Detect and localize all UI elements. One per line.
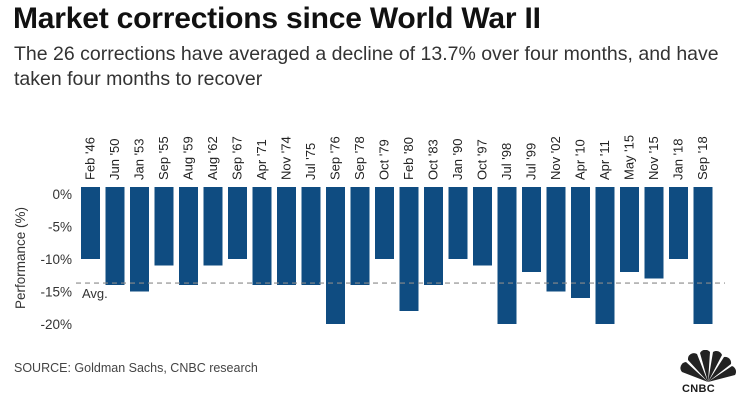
category-label: Jul '75 — [303, 143, 318, 180]
chart-subtitle: The 26 corrections have averaged a decli… — [14, 43, 719, 90]
category-label: Aug '62 — [205, 136, 220, 180]
category-label: Oct '97 — [475, 139, 490, 180]
bar — [130, 187, 149, 292]
y-tick-label: -15% — [40, 285, 72, 300]
bar — [571, 187, 590, 298]
bar — [326, 187, 345, 324]
category-label: Jul '98 — [499, 143, 514, 180]
category-label: Nov '15 — [646, 136, 661, 180]
bar — [424, 187, 443, 285]
category-label: Jan '90 — [450, 138, 465, 180]
bar — [693, 187, 713, 324]
category-label: Jan '18 — [671, 138, 686, 180]
y-tick-label: -20% — [40, 317, 72, 332]
category-label: Jul '99 — [524, 143, 539, 180]
bar — [203, 187, 223, 266]
category-label: Sep '18 — [695, 136, 710, 180]
bar — [81, 187, 100, 259]
category-label: Apr '11 — [597, 140, 612, 180]
category-label: Jun '50 — [107, 138, 122, 180]
bar — [644, 187, 664, 279]
average-label: Avg. — [82, 286, 108, 301]
category-label: Jan '53 — [132, 138, 147, 180]
chart-title: Market corrections since World War II — [13, 2, 541, 35]
cnbc-peacock-logo — [680, 350, 737, 382]
bar — [399, 187, 419, 311]
category-label: Apr '71 — [254, 139, 269, 180]
category-label: Nov '02 — [548, 136, 563, 180]
y-tick-label: 0% — [52, 187, 72, 202]
y-tick-label: -5% — [48, 220, 72, 235]
category-label: May '15 — [622, 135, 637, 180]
category-label: Apr '10 — [573, 139, 588, 180]
category-label: Sep '67 — [230, 136, 245, 180]
bar — [497, 187, 517, 324]
bar — [448, 187, 468, 259]
category-label: Nov '74 — [279, 136, 294, 180]
category-label: Oct '83 — [426, 139, 441, 180]
bar — [473, 187, 492, 266]
bar — [375, 187, 394, 259]
category-label: Sep '78 — [352, 136, 367, 180]
category-label: Aug '59 — [181, 136, 196, 180]
bar — [228, 187, 247, 259]
category-label: Feb '46 — [83, 137, 98, 180]
category-label: Sep '76 — [328, 136, 343, 180]
cnbc-logo-text: CNBC — [682, 383, 715, 395]
category-label: Oct '79 — [377, 139, 392, 180]
bar — [620, 187, 639, 272]
y-tick-label: -10% — [40, 252, 72, 267]
bar — [179, 187, 198, 285]
bar — [546, 187, 566, 292]
category-label: Feb '80 — [401, 137, 416, 180]
bar — [595, 187, 615, 324]
bar — [301, 187, 321, 285]
bar — [350, 187, 370, 285]
bar — [252, 187, 272, 285]
bar — [105, 187, 125, 285]
bar — [669, 187, 688, 259]
bar — [154, 187, 174, 266]
category-label: Sep '55 — [156, 136, 171, 180]
bar — [522, 187, 541, 272]
bar — [277, 187, 296, 285]
y-axis-label: Performance (%) — [13, 207, 28, 309]
source-note: SOURCE: Goldman Sachs, CNBC research — [14, 361, 258, 375]
